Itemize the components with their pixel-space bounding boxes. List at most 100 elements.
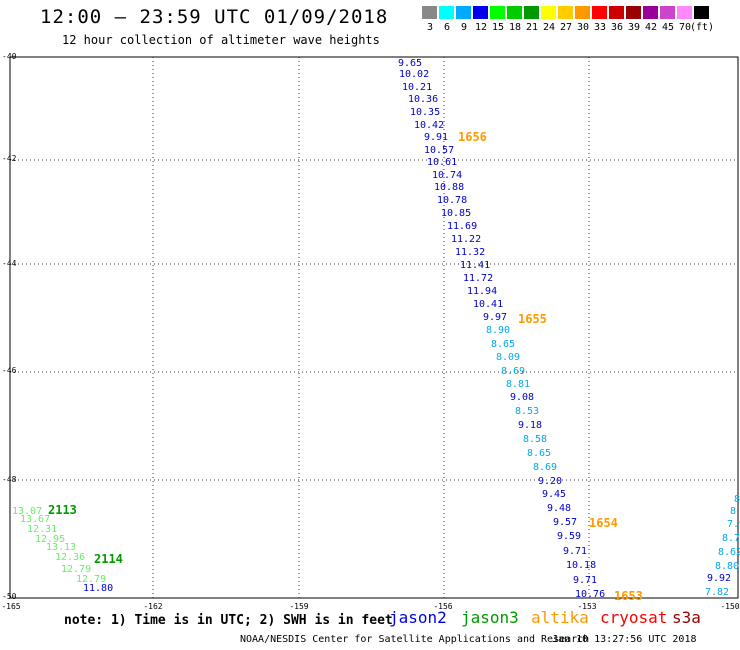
color-swatch — [592, 6, 608, 19]
color-scale-label: 45 — [661, 22, 675, 33]
color-scale-label: 3 — [426, 22, 434, 33]
wave-height-value: 10.36 — [408, 94, 439, 105]
wave-height-value: 7.9 — [727, 519, 740, 530]
color-swatch — [507, 6, 523, 19]
wave-height-value: 11.72 — [463, 273, 494, 284]
wave-height-value: 10.78 — [437, 195, 468, 206]
wave-height-value: 8 — [730, 506, 737, 517]
wave-height-value: 9.59 — [557, 531, 582, 542]
wave-height-value: 9.97 — [483, 312, 508, 323]
pass-time-label: 1655 — [518, 312, 547, 326]
color-scale-label: (ft) — [690, 22, 715, 33]
wave-height-value: 8.65 — [527, 448, 552, 459]
wave-height-value: 9.71 — [563, 546, 588, 557]
wave-height-value: 11.94 — [467, 286, 498, 297]
color-scale-label: 18 — [508, 22, 522, 33]
lon-label: -150 — [720, 602, 740, 611]
wave-height-value: 10.35 — [410, 107, 441, 118]
color-scale-label: 36 — [610, 22, 624, 33]
color-swatch — [524, 6, 540, 19]
wave-height-value: 12.79 — [76, 574, 107, 585]
lat-label: -50 — [2, 592, 17, 601]
color-scale-label: 6 — [443, 22, 451, 33]
color-scale-label: 12 — [474, 22, 488, 33]
color-swatch — [490, 6, 506, 19]
color-swatch — [609, 6, 625, 19]
wave-height-value: 8.58 — [523, 434, 548, 445]
wave-height-value: 12.31 — [27, 524, 58, 535]
color-scale-label: 9 — [460, 22, 468, 33]
color-scale-label: 15 — [491, 22, 505, 33]
wave-height-value: 9.45 — [542, 489, 567, 500]
color-scale-label: 24 — [542, 22, 556, 33]
wave-height-value: 8.80 — [715, 561, 740, 572]
wave-height-value: 12.95 — [35, 534, 66, 545]
wave-height-value: 8.81 — [506, 379, 531, 390]
credit-line: NOAA/NESDIS Center for Satellite Applica… — [240, 634, 590, 645]
color-swatch — [473, 6, 489, 19]
footer-note: note: 1) Time is in UTC; 2) SWH is in fe… — [64, 613, 393, 628]
wave-height-value: 9.57 — [553, 517, 578, 528]
wave-height-value: 10.88 — [434, 182, 465, 193]
color-swatch — [558, 6, 574, 19]
lat-label: -44 — [2, 259, 17, 268]
wave-height-value: 12.79 — [61, 564, 92, 575]
wave-height-value: 9.48 — [547, 503, 572, 514]
color-scale-label: 39 — [627, 22, 641, 33]
wave-height-value: 11.41 — [460, 260, 491, 271]
wave-height-value: 10.61 — [427, 157, 458, 168]
legend-cryosat: cryosat — [600, 608, 668, 627]
lat-label: -40 — [2, 52, 17, 61]
wave-height-value: 8.90 — [486, 325, 511, 336]
color-scale-label: 33 — [593, 22, 607, 33]
wave-height-value: 9.18 — [518, 420, 543, 431]
pass-time-label: 2113 — [48, 503, 77, 517]
lon-label: -165 — [1, 602, 21, 611]
color-swatch — [422, 6, 438, 19]
chart-subtitle: 12 hour collection of altimeter wave hei… — [62, 33, 380, 47]
wave-height-value: 9.92 — [707, 573, 732, 584]
legend-jason3: jason3 — [461, 608, 519, 627]
wave-height-value: 10.21 — [402, 82, 433, 93]
lon-label: -156 — [433, 602, 453, 611]
wave-height-value: 13.13 — [46, 542, 77, 553]
wave-height-value: 10.42 — [414, 120, 445, 131]
wave-height-value: 10.76 — [575, 589, 606, 600]
wave-height-value: 10.41 — [473, 299, 504, 310]
color-swatch — [677, 6, 693, 19]
lat-label: -48 — [2, 475, 17, 484]
wave-height-value: 8.62 — [718, 547, 740, 558]
wave-height-value: 10.74 — [432, 170, 463, 181]
wave-height-value: 10.02 — [399, 69, 430, 80]
color-scale-label: 70 — [678, 22, 692, 33]
wave-height-value: 13.67 — [20, 514, 51, 525]
legend-jason2: jason2 — [389, 608, 447, 627]
color-swatch — [439, 6, 455, 19]
wave-height-value: 8.69 — [501, 366, 526, 377]
color-swatch — [456, 6, 472, 19]
lat-label: -42 — [2, 154, 17, 163]
wave-height-value: 10.57 — [424, 145, 455, 156]
wave-height-value: 9.65 — [398, 58, 423, 69]
timestamp: Jan 10 13:27:56 UTC 2018 — [552, 634, 697, 645]
gridlines — [10, 57, 738, 598]
wave-height-value: 8.53 — [515, 406, 540, 417]
color-swatch — [643, 6, 659, 19]
lon-label: -153 — [577, 602, 597, 611]
wave-height-value: 9.71 — [573, 575, 598, 586]
pass-time-label: 2114 — [94, 552, 123, 566]
wave-height-value: 8.7 — [722, 533, 740, 544]
wave-height-value: 8.09 — [496, 352, 521, 363]
chart-title: 12:00 – 23:59 UTC 01/09/2018 — [40, 6, 389, 28]
pass-time-label: 1654 — [589, 516, 618, 530]
legend-s3a: s3a — [672, 608, 701, 627]
wave-height-value: 9.91 — [424, 132, 449, 143]
lon-label: -162 — [143, 602, 163, 611]
wave-height-value: 9.08 — [510, 392, 535, 403]
color-scale-label: 42 — [644, 22, 658, 33]
lat-label: -46 — [2, 366, 17, 375]
color-swatch — [541, 6, 557, 19]
wave-height-value: 11.32 — [455, 247, 486, 258]
wave-height-value: 9.20 — [538, 476, 563, 487]
